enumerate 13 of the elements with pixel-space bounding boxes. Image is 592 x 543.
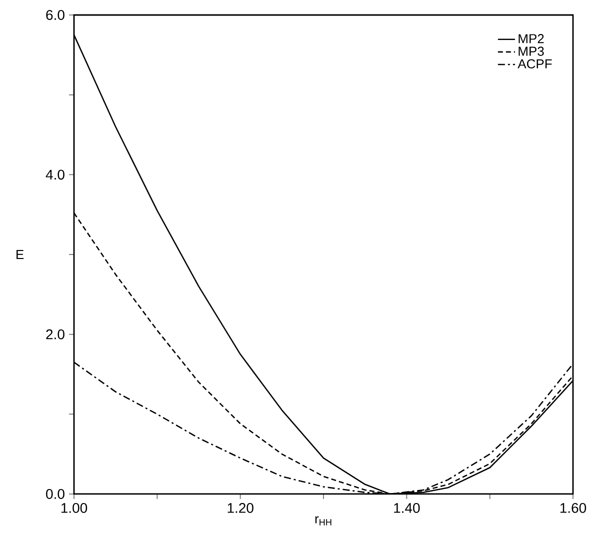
legend-label: ACPF (518, 59, 552, 68)
legend-label: MP3 (518, 46, 544, 56)
y-axis-title: E (16, 250, 24, 259)
x-tick-label: 1.20 (228, 503, 254, 513)
y-tick-label: 4.0 (46, 170, 64, 180)
y-tick-label: 0.0 (46, 489, 64, 499)
x-tick-label: 1.60 (560, 503, 586, 513)
y-tick-label: 2.0 (46, 329, 64, 340)
y-tick-label: 6.0 (46, 10, 64, 20)
x-axis-title: r$_{HH}$ (315, 516, 332, 526)
legend-label: MP2 (518, 34, 544, 44)
x-tick-label: 1.40 (394, 503, 420, 513)
x-tick-label: 1.00 (61, 503, 88, 513)
